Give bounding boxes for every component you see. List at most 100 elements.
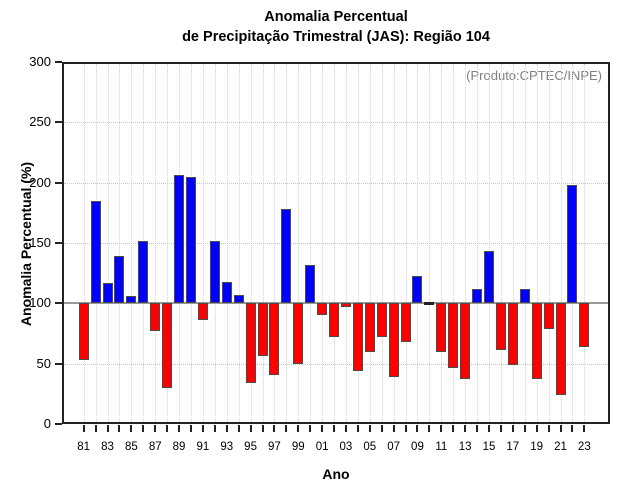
x-axis-tick — [130, 425, 133, 432]
x-axis-tick — [416, 425, 419, 432]
x-axis-tick — [452, 425, 455, 432]
bar-18 — [519, 288, 530, 304]
x-axis-tick — [440, 425, 443, 432]
x-axis-tick — [225, 425, 228, 432]
x-axis-tick — [213, 425, 216, 432]
x-axis-tick-label: 23 — [577, 441, 591, 453]
x-axis-tick — [237, 425, 240, 432]
bar-81 — [78, 303, 89, 361]
x-axis-tick — [201, 425, 204, 432]
x-axis-tick-label: 17 — [506, 441, 520, 453]
x-axis-tick — [535, 425, 538, 432]
x-axis-tick-label: 85 — [124, 441, 138, 453]
x-axis-tick-label: 09 — [411, 441, 424, 453]
bar-85 — [126, 296, 137, 304]
bar-07 — [388, 303, 399, 377]
x-axis-tick — [94, 425, 97, 432]
bar-22 — [567, 185, 578, 304]
y-axis-tick-label: 150 — [29, 235, 51, 250]
bar-20 — [543, 303, 554, 329]
x-axis-tick — [559, 425, 562, 432]
x-axis-tick — [273, 425, 276, 432]
x-axis-tick-label: 95 — [244, 441, 257, 453]
bar-89 — [174, 175, 185, 304]
horizontal-gridline — [64, 363, 608, 365]
bar-14 — [472, 288, 483, 304]
bar-11 — [436, 303, 447, 352]
x-axis-tick — [106, 425, 109, 432]
x-axis-tick-label: 97 — [268, 441, 281, 453]
x-axis-tick — [249, 425, 252, 432]
x-axis-tick-label: 81 — [77, 441, 91, 453]
x-axis-tick-label: 87 — [148, 441, 162, 453]
x-axis-tick-label: 83 — [101, 441, 114, 453]
x-axis-tick — [178, 425, 181, 432]
x-axis-tick — [142, 425, 145, 432]
y-axis-tick-label: 300 — [29, 54, 51, 69]
bar-93 — [221, 281, 232, 304]
x-axis-tick-label: 91 — [196, 441, 210, 453]
bar-19 — [531, 303, 542, 380]
x-axis-tick — [261, 425, 264, 432]
y-axis-tick — [55, 121, 62, 124]
x-axis-tick — [333, 425, 336, 432]
y-axis-tick-label: 50 — [36, 355, 51, 371]
x-axis-tick — [404, 425, 407, 432]
y-axis-tick-label: 0 — [43, 416, 51, 431]
x-axis-tick-label: 01 — [315, 441, 329, 453]
bar-08 — [400, 303, 411, 342]
x-axis-tick-label: 03 — [339, 441, 353, 453]
bar-17 — [507, 303, 518, 365]
bar-10 — [424, 301, 435, 305]
bar-91 — [197, 303, 208, 321]
x-axis-label: Ano — [322, 466, 350, 482]
x-axis-tick — [189, 425, 192, 432]
x-axis-tick — [380, 425, 383, 432]
bar-04 — [352, 303, 363, 371]
bar-83 — [102, 282, 113, 304]
x-axis-tick — [464, 425, 467, 432]
x-axis-tick-label: 11 — [435, 441, 448, 453]
bar-94 — [233, 294, 244, 304]
x-axis-tick — [82, 425, 85, 432]
chart-title-line2: de Precipitação Trimestral (JAS): Região… — [182, 29, 490, 45]
bar-09 — [412, 275, 423, 304]
x-axis-tick — [523, 425, 526, 432]
x-axis-tick-label: 93 — [220, 441, 234, 453]
x-axis-tick-label: 99 — [291, 441, 305, 453]
bar-97 — [269, 303, 280, 375]
y-axis-tick — [55, 302, 62, 305]
x-axis-tick — [356, 425, 359, 432]
bar-02 — [329, 303, 340, 338]
x-axis-tick-label: 05 — [363, 441, 377, 453]
bar-15 — [483, 251, 494, 304]
x-axis-tick-label: 15 — [482, 441, 496, 453]
x-axis-tick — [571, 425, 574, 432]
y-axis-tick-label: 250 — [29, 114, 51, 130]
bar-99 — [293, 303, 304, 364]
x-axis-tick — [368, 425, 371, 432]
horizontal-gridline — [64, 122, 608, 124]
horizontal-gridline — [64, 182, 608, 184]
bar-00 — [305, 264, 316, 304]
x-axis-tick — [154, 425, 157, 432]
x-axis-tick — [344, 425, 347, 432]
y-axis-tick — [55, 181, 62, 184]
x-axis-tick — [476, 425, 479, 432]
x-axis-tick-label: 89 — [172, 441, 186, 453]
horizontal-gridline — [64, 243, 608, 244]
bar-12 — [448, 303, 459, 369]
bar-87 — [150, 303, 161, 332]
x-axis-tick — [511, 425, 514, 432]
x-axis-tick-label: 19 — [530, 441, 544, 453]
y-axis-tick — [55, 362, 62, 365]
x-axis-tick-label: 21 — [554, 441, 567, 453]
x-axis-tick — [392, 425, 395, 432]
bar-01 — [317, 303, 328, 316]
source-note: (Produto:CPTEC/INPE) — [466, 68, 602, 83]
bar-82 — [90, 200, 101, 304]
x-axis-tick — [321, 425, 324, 432]
x-axis-tick — [547, 425, 550, 432]
x-axis-tick-label: 07 — [387, 441, 400, 453]
